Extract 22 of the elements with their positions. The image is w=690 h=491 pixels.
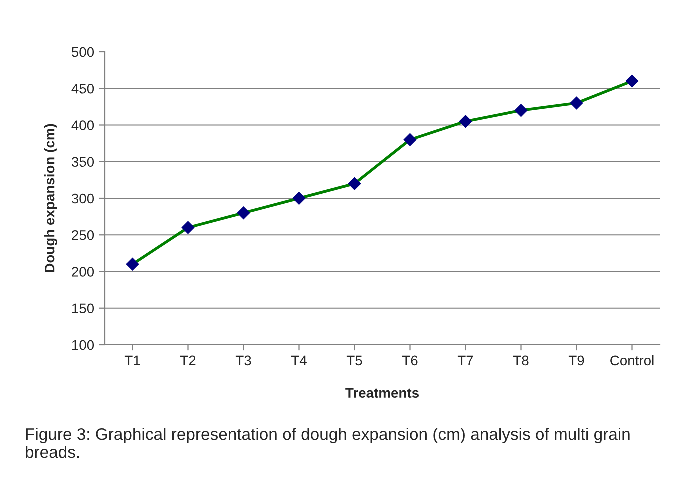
y-tick-label: 250 [72, 230, 94, 240]
x-tick-label: T2 [180, 356, 196, 366]
x-axis-title: Treatments [346, 388, 419, 398]
y-tick-label: 400 [72, 120, 94, 130]
x-tick-label: T4 [291, 356, 307, 366]
x-tick-label: T7 [458, 356, 474, 366]
x-tick-label: T5 [346, 356, 362, 366]
x-tick-label: T6 [402, 356, 418, 366]
y-tick-label: 150 [72, 304, 94, 314]
y-tick-label: 450 [72, 84, 94, 94]
y-axis-title: Dough expansion (cm) [44, 124, 58, 272]
x-tick-label: T9 [568, 356, 584, 366]
x-tick-label: Control [610, 355, 654, 366]
y-tick-label: 300 [72, 194, 94, 204]
y-tick-label: 350 [72, 157, 94, 168]
y-tick-label: 100 [72, 340, 94, 350]
y-tick-label: 200 [72, 267, 94, 277]
x-tick-label: T8 [513, 356, 529, 366]
x-tick-label: T3 [236, 356, 252, 366]
y-tick-label: 500 [72, 47, 94, 58]
caption: Figure 3: Graphical representation of dough expansion (cm) analysis of multi grain breads. [26, 428, 630, 458]
x-tick-label: T1 [124, 356, 140, 366]
